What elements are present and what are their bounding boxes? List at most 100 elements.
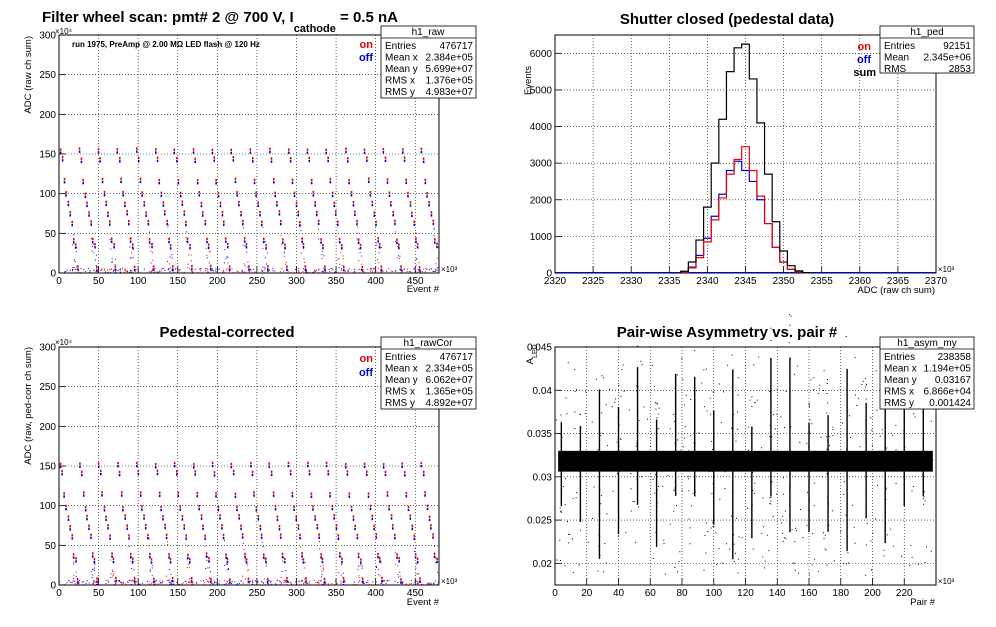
stats-key: Mean x — [385, 53, 418, 64]
point-baseline — [154, 267, 156, 269]
stats-value: 0.001424 — [929, 398, 971, 409]
point-baseline — [75, 268, 77, 270]
asym-point — [851, 457, 853, 459]
asym-point — [809, 459, 811, 461]
point-sparse — [131, 252, 133, 254]
point-baseline — [407, 268, 409, 270]
point-sparse — [247, 570, 249, 572]
point-sparse — [94, 563, 96, 565]
asym-point — [818, 459, 820, 461]
point-on — [131, 243, 134, 246]
asym-point — [744, 462, 746, 464]
asym-outlier — [723, 391, 725, 393]
point-on — [339, 552, 341, 555]
asym-outlier — [886, 447, 888, 449]
asym-outlier — [698, 432, 700, 434]
point-sparse — [189, 581, 191, 583]
asym-point — [725, 462, 727, 464]
point-on — [369, 191, 372, 194]
asym-point — [604, 454, 606, 456]
asym-point — [860, 455, 862, 457]
point-baseline — [343, 580, 345, 582]
point-off — [249, 151, 252, 154]
asym-point — [740, 468, 742, 470]
point-sparse — [93, 252, 95, 254]
point-on — [245, 558, 248, 561]
point-off — [162, 518, 164, 521]
point-sparse — [110, 248, 112, 250]
x-tick-label: 300 — [288, 276, 305, 287]
point-off — [301, 240, 303, 243]
asym-point — [560, 434, 562, 436]
asym-outlier — [669, 523, 671, 525]
asym-outlier — [567, 520, 569, 522]
point-sparse — [397, 565, 399, 567]
asym-outlier — [616, 441, 618, 443]
asym-outlier — [692, 493, 694, 495]
asym-point — [746, 453, 748, 455]
asym-point — [784, 465, 786, 467]
point-off — [299, 536, 301, 540]
stats-value: 476717 — [440, 41, 474, 52]
asym-point — [661, 453, 663, 455]
asym-point — [826, 473, 828, 475]
point-on — [393, 533, 396, 537]
point-off — [141, 508, 143, 511]
asym-outlier — [621, 369, 623, 371]
point-on — [113, 242, 115, 246]
point-off — [424, 494, 426, 497]
point-baseline — [109, 272, 111, 274]
asym-outlier — [715, 532, 717, 534]
point-off — [345, 150, 347, 154]
point-on — [354, 210, 356, 213]
point-off — [295, 518, 298, 522]
point-on — [65, 191, 67, 194]
point-baseline — [110, 269, 112, 271]
point-on — [99, 157, 101, 160]
point-baseline — [421, 584, 423, 586]
asym-point — [580, 457, 582, 459]
asym-point — [884, 470, 886, 472]
asym-point — [927, 454, 929, 456]
asym-outlier — [922, 449, 924, 451]
point-baseline — [168, 268, 170, 270]
asym-outlier — [733, 560, 735, 562]
asym-point — [867, 461, 869, 463]
asym-point — [665, 461, 667, 463]
asym-outlier — [818, 570, 820, 572]
asym-point — [865, 487, 867, 489]
asym-point — [609, 461, 611, 463]
asym-point — [618, 411, 620, 413]
asym-outlier — [738, 558, 740, 560]
point-off — [352, 204, 355, 207]
asym-point — [765, 463, 767, 465]
point-baseline — [222, 271, 224, 273]
point-baseline — [63, 584, 65, 586]
asym-point — [693, 453, 695, 455]
asym-point — [669, 465, 671, 467]
asym-point — [860, 458, 862, 460]
point-sparse — [280, 235, 282, 237]
point-sparse — [192, 584, 194, 586]
asym-point — [861, 458, 863, 460]
asym-point — [644, 459, 646, 461]
asym-outlier — [808, 499, 810, 501]
point-off — [407, 195, 409, 198]
asym-point — [565, 459, 567, 461]
asym-outlier — [572, 572, 574, 574]
point-off — [251, 160, 254, 163]
x-tick-label: 50 — [93, 276, 105, 287]
point-baseline — [96, 583, 98, 585]
point-off — [91, 555, 94, 558]
point-off — [248, 268, 250, 271]
point-off — [215, 182, 217, 185]
asym-point — [770, 327, 772, 329]
asym-point — [561, 446, 563, 448]
point-off — [430, 214, 433, 217]
asym-point — [717, 466, 719, 468]
stats-key: Mean y — [385, 64, 418, 75]
point-off — [179, 508, 182, 511]
asym-point — [614, 463, 616, 465]
asym-point — [573, 460, 575, 462]
point-off — [363, 151, 366, 155]
